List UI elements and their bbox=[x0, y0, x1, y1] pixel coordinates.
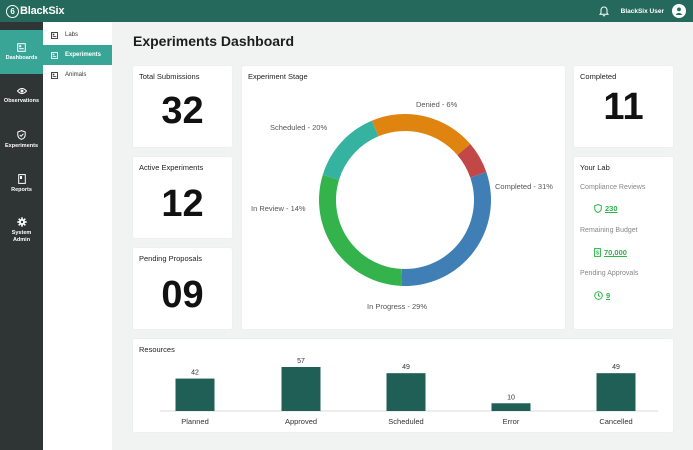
rail-item-system-admin[interactable]: System Admin bbox=[0, 208, 43, 252]
bell-icon[interactable] bbox=[597, 4, 611, 18]
bar-error[interactable] bbox=[491, 403, 531, 411]
bar-category-label-scheduled: Scheduled bbox=[388, 417, 423, 426]
logo-mark: 6 bbox=[6, 4, 19, 18]
bar-approved[interactable] bbox=[281, 367, 321, 411]
rail-item-observations[interactable]: Observations bbox=[0, 74, 43, 118]
bar-cancelled[interactable] bbox=[596, 373, 636, 411]
bar-value-label-approved: 57 bbox=[297, 358, 305, 365]
donut-slice-in-progress[interactable] bbox=[319, 174, 402, 286]
pending-proposals-value: 09 bbox=[161, 274, 204, 316]
report-icon bbox=[17, 174, 26, 185]
pending-proposals-card[interactable]: Pending Proposals 09 bbox=[133, 248, 232, 329]
pending-approvals-link[interactable]: 9 bbox=[594, 291, 610, 300]
donut-slice-in-review[interactable] bbox=[322, 120, 379, 180]
app-name: BlackSix bbox=[20, 5, 65, 17]
subnav-item-animals[interactable]: Animals bbox=[43, 65, 112, 85]
active-experiments-value: 12 bbox=[161, 183, 204, 225]
your-lab-card: Your Lab Compliance Reviews 230 Remainin… bbox=[574, 157, 673, 329]
subnav-label-experiments: Experiments bbox=[65, 52, 102, 58]
donut-slice-completed[interactable] bbox=[401, 172, 491, 286]
donut-label-denied: Denied - 6% bbox=[416, 100, 458, 109]
completed-card[interactable]: Completed 11 bbox=[574, 66, 673, 147]
dashboard-icon bbox=[17, 43, 26, 52]
dashboard-icon bbox=[51, 51, 58, 59]
active-experiments-card[interactable]: Active Experiments 12 bbox=[133, 157, 232, 238]
user-name[interactable]: BlackSix User bbox=[620, 7, 664, 15]
pending-approvals-value: 9 bbox=[606, 291, 611, 300]
bar-category-label-error: Error bbox=[503, 417, 520, 426]
total-submissions-card[interactable]: Total Submissions 32 bbox=[133, 66, 232, 147]
rail-label-system-admin-2: Admin bbox=[12, 236, 31, 243]
bar-category-label-planned: Planned bbox=[181, 417, 209, 426]
shield-icon bbox=[594, 204, 602, 213]
rail-label-reports: Reports bbox=[11, 187, 32, 194]
rail-label-observations: Observations bbox=[3, 98, 40, 105]
gear-icon bbox=[16, 217, 27, 227]
card-title: Resources bbox=[139, 345, 175, 354]
resources-bar-chart: 42 Planned 57 Approved 49 Scheduled 10 Error 49 C… bbox=[160, 358, 658, 426]
dashboard-icon bbox=[51, 31, 58, 39]
dashboard-icon bbox=[51, 71, 58, 79]
svg-text:$: $ bbox=[596, 251, 599, 257]
donut-label-in-progress: In Progress - 29% bbox=[367, 302, 427, 311]
bar-value-label-scheduled: 49 bbox=[402, 364, 410, 371]
card-title: Your Lab bbox=[580, 163, 610, 172]
total-submissions-value: 32 bbox=[161, 90, 204, 132]
card-title: Completed bbox=[580, 72, 617, 81]
card-title: Pending Proposals bbox=[139, 254, 202, 263]
subnav-label-labs: Labs bbox=[65, 32, 79, 38]
donut-label-completed: Completed - 31% bbox=[495, 182, 553, 191]
top-bar: 6 BlackSix BlackSix User bbox=[0, 0, 693, 22]
remaining-budget-link[interactable]: $ 70,000 bbox=[594, 248, 627, 257]
rail-item-experiments[interactable]: Experiments bbox=[0, 118, 43, 162]
experiment-stage-card: Experiment Stage Completed - 31% In Progr… bbox=[242, 66, 565, 329]
shield-check-icon bbox=[17, 130, 26, 141]
resources-card: Resources 42 Planned 57 Approved 49 Scheduled… bbox=[133, 339, 673, 432]
eye-icon bbox=[16, 88, 27, 95]
document-dollar-icon: $ bbox=[594, 248, 601, 257]
rail-label-experiments: Experiments bbox=[4, 143, 38, 150]
bar-scheduled[interactable] bbox=[386, 373, 426, 411]
completed-value: 11 bbox=[603, 86, 644, 128]
rail-item-reports[interactable]: Reports bbox=[0, 162, 43, 206]
card-title: Total Submissions bbox=[139, 72, 200, 81]
remaining-budget-value: 70,000 bbox=[604, 248, 627, 257]
experiment-stage-donut-chart: Completed - 31% In Progress - 29% In Revie… bbox=[251, 100, 553, 311]
pending-approvals-label: Pending Approvals bbox=[580, 270, 639, 277]
donut-slice-denied[interactable] bbox=[457, 144, 487, 178]
subnav-item-experiments[interactable]: Experiments bbox=[43, 45, 112, 65]
compliance-reviews-value: 230 bbox=[605, 204, 618, 213]
dashboards-subnav: Labs Experiments Animals bbox=[43, 22, 112, 450]
card-title: Active Experiments bbox=[139, 163, 204, 172]
bar-planned[interactable] bbox=[175, 378, 215, 411]
page-title: Experiments Dashboard bbox=[133, 33, 295, 49]
donut-slice-scheduled[interactable] bbox=[371, 114, 471, 156]
donut-label-scheduled: Scheduled - 20% bbox=[270, 123, 327, 132]
remaining-budget-label: Remaining Budget bbox=[580, 227, 638, 234]
main-nav-rail: Dashboards Observations Experiments Repo… bbox=[0, 22, 43, 450]
compliance-reviews-link[interactable]: 230 bbox=[594, 204, 618, 213]
rail-label-system-admin-1: System bbox=[11, 230, 32, 237]
bar-value-label-error: 10 bbox=[507, 394, 515, 401]
subnav-label-animals: Animals bbox=[65, 72, 87, 78]
bar-value-label-planned: 42 bbox=[191, 370, 199, 377]
donut-label-in-review: In Review - 14% bbox=[251, 204, 306, 213]
subnav-item-labs[interactable]: Labs bbox=[43, 25, 112, 45]
bar-value-label-cancelled: 49 bbox=[612, 364, 620, 371]
compliance-reviews-label: Compliance Reviews bbox=[580, 184, 646, 191]
card-title: Experiment Stage bbox=[248, 72, 308, 81]
clock-icon bbox=[594, 291, 603, 300]
user-avatar-icon[interactable] bbox=[672, 4, 686, 18]
rail-item-dashboards[interactable]: Dashboards bbox=[0, 30, 43, 74]
rail-label-dashboards: Dashboards bbox=[5, 54, 38, 61]
bar-category-label-approved: Approved bbox=[285, 417, 317, 426]
topbar-right: BlackSix User bbox=[597, 4, 686, 18]
app-logo[interactable]: 6 BlackSix bbox=[6, 4, 65, 18]
bar-category-label-cancelled: Cancelled bbox=[599, 417, 632, 426]
